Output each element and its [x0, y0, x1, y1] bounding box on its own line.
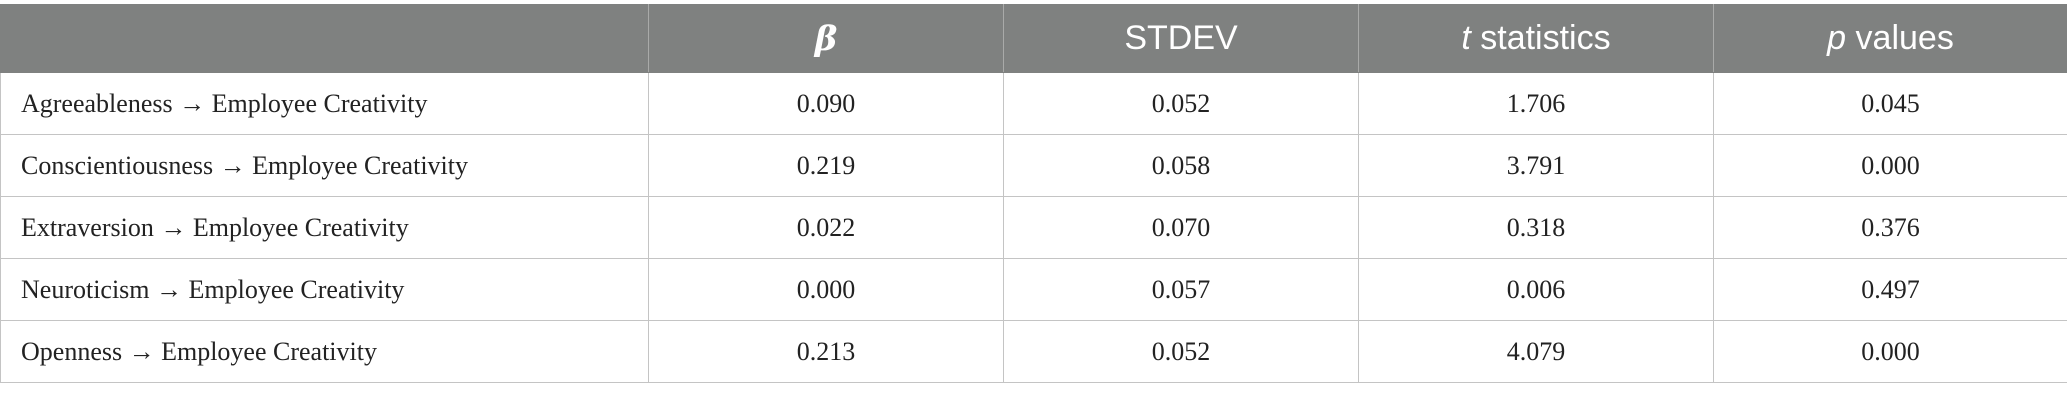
beta-cell: 0.213 — [648, 320, 1004, 383]
t-statistic-cell: 0.318 — [1358, 196, 1714, 259]
header-beta-label: β — [814, 18, 838, 59]
beta-cell: 0.219 — [648, 134, 1004, 197]
t-statistic-cell: 0.006 — [1358, 258, 1714, 321]
p-value-cell: 0.000 — [1713, 134, 2067, 197]
stdev-cell: 0.057 — [1003, 258, 1359, 321]
header-t-symbol: t — [1461, 19, 1471, 57]
path-cell: Conscientiousness → Employee Creativity — [0, 134, 649, 197]
header-p-label: values — [1846, 19, 1954, 57]
p-value-cell: 0.376 — [1713, 196, 2067, 259]
t-statistic-cell: 1.706 — [1358, 72, 1714, 135]
path-coefficients-table: β STDEV t statistics p values Agreeablen… — [0, 4, 2067, 383]
beta-cell: 0.022 — [648, 196, 1004, 259]
header-beta: β — [648, 4, 1004, 73]
table-row: Agreeableness → Employee Creativity 0.09… — [0, 72, 2067, 135]
path-cell: Neuroticism → Employee Creativity — [0, 258, 649, 321]
p-value-cell: 0.045 — [1713, 72, 2067, 135]
stdev-cell: 0.052 — [1003, 320, 1359, 383]
table-row: Neuroticism → Employee Creativity 0.000 … — [0, 258, 2067, 321]
t-statistic-cell: 3.791 — [1358, 134, 1714, 197]
table-row: Openness → Employee Creativity 0.213 0.0… — [0, 320, 2067, 383]
header-p-symbol: p — [1827, 19, 1847, 57]
header-row: β STDEV t statistics p values — [0, 4, 2067, 73]
stdev-cell: 0.070 — [1003, 196, 1359, 259]
stdev-cell: 0.058 — [1003, 134, 1359, 197]
table-row: Extraversion → Employee Creativity 0.022… — [0, 196, 2067, 259]
header-p-values: p values — [1713, 4, 2067, 73]
t-statistic-cell: 4.079 — [1358, 320, 1714, 383]
results-table-container: β STDEV t statistics p values Agreeablen… — [0, 4, 2067, 383]
stdev-cell: 0.052 — [1003, 72, 1359, 135]
header-path — [0, 4, 649, 73]
header-stdev: STDEV — [1003, 4, 1359, 73]
p-value-cell: 0.000 — [1713, 320, 2067, 383]
header-t-statistics: t statistics — [1358, 4, 1714, 73]
beta-cell: 0.090 — [648, 72, 1004, 135]
table-row: Conscientiousness → Employee Creativity … — [0, 134, 2067, 197]
table-body: Agreeableness → Employee Creativity 0.09… — [0, 72, 2067, 383]
path-cell: Agreeableness → Employee Creativity — [0, 72, 649, 135]
header-t-label: statistics — [1470, 19, 1611, 57]
path-cell: Extraversion → Employee Creativity — [0, 196, 649, 259]
header-stdev-label: STDEV — [1124, 19, 1238, 57]
path-cell: Openness → Employee Creativity — [0, 320, 649, 383]
table-header: β STDEV t statistics p values — [0, 4, 2067, 73]
beta-cell: 0.000 — [648, 258, 1004, 321]
p-value-cell: 0.497 — [1713, 258, 2067, 321]
